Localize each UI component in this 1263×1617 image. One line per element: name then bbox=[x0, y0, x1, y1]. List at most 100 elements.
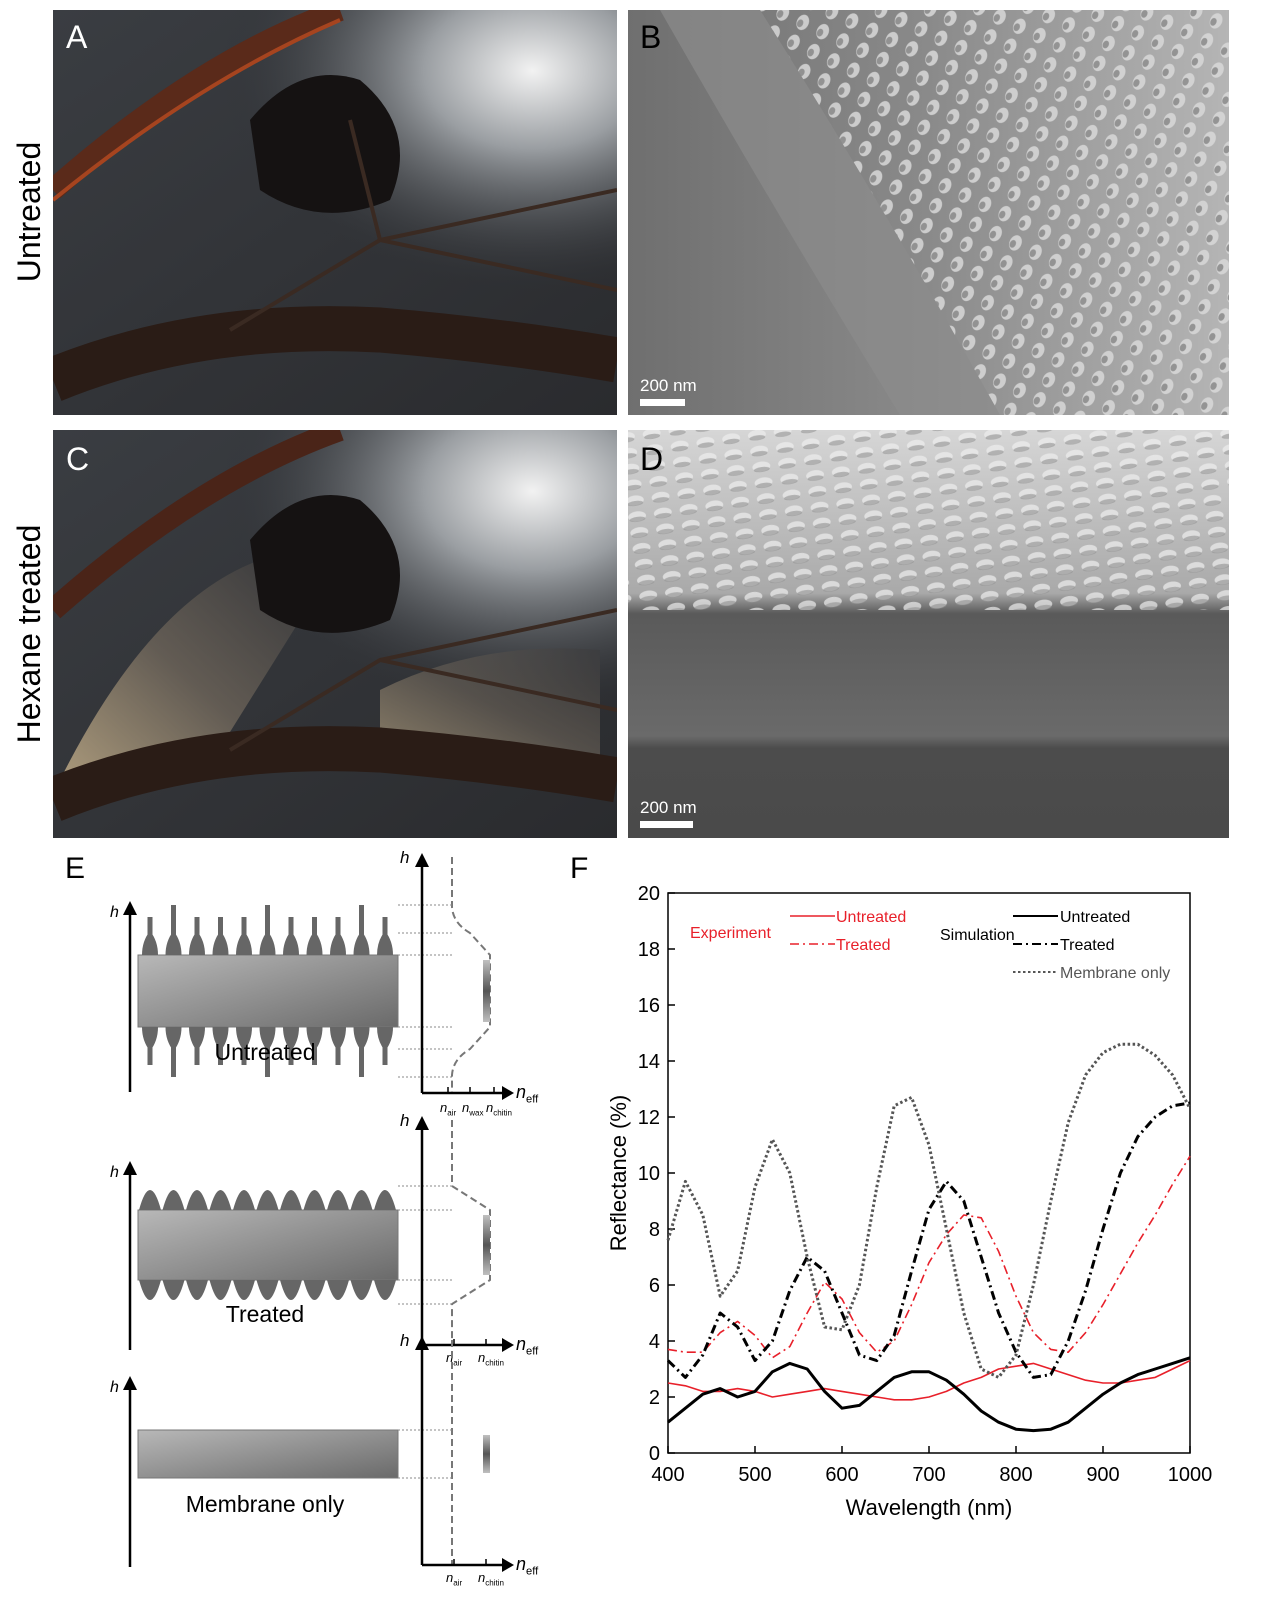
subscript: air bbox=[453, 1358, 462, 1367]
subscript: air bbox=[447, 1108, 456, 1117]
y-tick-label: 0 bbox=[649, 1443, 660, 1465]
body: A B C D Untreated Hexane treated 200 nm … bbox=[0, 0, 1263, 1612]
symbol: n bbox=[446, 1570, 453, 1585]
x-tick-label: 600 bbox=[825, 1464, 858, 1486]
axis-label: h bbox=[400, 1111, 409, 1130]
index-label: nwax bbox=[462, 1100, 484, 1117]
symbol: n bbox=[478, 1570, 485, 1585]
wax-bump bbox=[304, 1280, 326, 1300]
wax-stick bbox=[383, 917, 388, 935]
wax-stick bbox=[195, 917, 200, 935]
index-label: nchitin bbox=[486, 1100, 512, 1117]
y-tick-label: 14 bbox=[638, 1051, 660, 1073]
x-tick-label: 900 bbox=[1086, 1464, 1119, 1486]
x-tick-label: 700 bbox=[912, 1464, 945, 1486]
axis-label: h bbox=[110, 1164, 119, 1181]
wax-bump bbox=[374, 1190, 396, 1210]
y-tick-label: 6 bbox=[649, 1275, 660, 1297]
arrow-head bbox=[415, 1336, 429, 1350]
wax-stick bbox=[312, 917, 317, 935]
symbol: n bbox=[516, 1554, 526, 1574]
panel-label: A bbox=[66, 19, 88, 55]
axis-label: h bbox=[110, 1379, 119, 1396]
subscript: chitin bbox=[485, 1358, 504, 1367]
arrow-head bbox=[415, 1116, 429, 1130]
subscript: chitin bbox=[493, 1108, 512, 1117]
y-tick-label: 4 bbox=[649, 1331, 660, 1353]
wax-bump bbox=[257, 1190, 279, 1210]
legend-label: Untreated bbox=[1060, 909, 1130, 926]
index-label: nair bbox=[446, 1350, 462, 1367]
wax-bump bbox=[139, 1280, 161, 1300]
y-axis-label: Reflectance (%) bbox=[606, 1095, 631, 1252]
y-tick-label: 12 bbox=[638, 1107, 660, 1129]
y-tick-label: 8 bbox=[649, 1219, 660, 1241]
subscript: eff bbox=[526, 1094, 539, 1106]
row-label: Untreated bbox=[11, 142, 47, 283]
wax-stick bbox=[171, 1047, 176, 1077]
wax-stick bbox=[336, 1047, 341, 1065]
wax-stick bbox=[289, 917, 294, 935]
scale-bar-label: 200 nm bbox=[640, 798, 697, 817]
arrow-head bbox=[502, 1086, 514, 1100]
index-label: nair bbox=[440, 1100, 456, 1117]
scale-bar-label: 200 nm bbox=[640, 376, 697, 395]
subscript: air bbox=[453, 1578, 462, 1587]
scale-bar bbox=[640, 821, 693, 828]
wax-bump bbox=[139, 1190, 161, 1210]
symbol: n bbox=[462, 1100, 469, 1115]
wax-stick bbox=[148, 1047, 153, 1065]
arrow-head bbox=[123, 901, 137, 915]
subscript: wax bbox=[468, 1108, 483, 1117]
series-line bbox=[668, 1156, 1190, 1358]
x-tick-label: 500 bbox=[738, 1464, 771, 1486]
y-tick-label: 20 bbox=[638, 883, 660, 905]
x-tick-label: 800 bbox=[999, 1464, 1032, 1486]
row-caption: Treated bbox=[226, 1301, 304, 1327]
wax-stick bbox=[359, 1047, 364, 1077]
chitin-index bbox=[483, 1435, 490, 1473]
wax-bump bbox=[280, 1190, 302, 1210]
wax-stick bbox=[148, 917, 153, 935]
wax-stick bbox=[242, 917, 247, 935]
wax-stick bbox=[171, 905, 176, 935]
axis-label: h bbox=[400, 848, 409, 867]
wax-stick bbox=[336, 917, 341, 935]
panel-label: E bbox=[65, 852, 85, 885]
scale-bar bbox=[640, 399, 685, 406]
symbol: n bbox=[478, 1350, 485, 1365]
wax-stick bbox=[218, 917, 223, 935]
axis-label: h bbox=[110, 904, 119, 921]
subscript: eff bbox=[526, 1566, 539, 1578]
wax-bump bbox=[351, 1190, 373, 1210]
wax-stick bbox=[383, 1047, 388, 1065]
page: Figure { "panels": [ {"label": "A", "row… bbox=[0, 0, 1263, 1612]
symbol: n bbox=[486, 1100, 493, 1115]
index-label: nair bbox=[446, 1570, 462, 1587]
y-tick-label: 18 bbox=[638, 939, 660, 961]
membrane bbox=[138, 1430, 398, 1478]
series-line bbox=[668, 1358, 1190, 1431]
wax-bump bbox=[327, 1190, 349, 1210]
y-tick-label: 16 bbox=[638, 995, 660, 1017]
arrow-head bbox=[123, 1161, 137, 1175]
panel-label: D bbox=[640, 441, 663, 477]
chitin-index bbox=[483, 1215, 490, 1275]
series-line bbox=[668, 1044, 1190, 1377]
panel-label: B bbox=[640, 19, 661, 55]
wax-bump bbox=[163, 1190, 185, 1210]
x-tick-label: 400 bbox=[651, 1464, 684, 1486]
wax-bump bbox=[233, 1190, 255, 1210]
symbol: n bbox=[516, 1334, 526, 1354]
subscript: eff bbox=[526, 1346, 539, 1358]
index-label: neff bbox=[516, 1554, 539, 1578]
y-tick-label: 2 bbox=[649, 1387, 660, 1409]
wax-bump bbox=[186, 1190, 208, 1210]
chitin-index bbox=[483, 960, 490, 1022]
sem-texture bbox=[628, 430, 1229, 610]
panel-label: F bbox=[570, 852, 588, 885]
wax-bump bbox=[210, 1190, 232, 1210]
arrow-head bbox=[502, 1558, 514, 1572]
wax-stick bbox=[359, 905, 364, 935]
index-label: nchitin bbox=[478, 1570, 504, 1587]
